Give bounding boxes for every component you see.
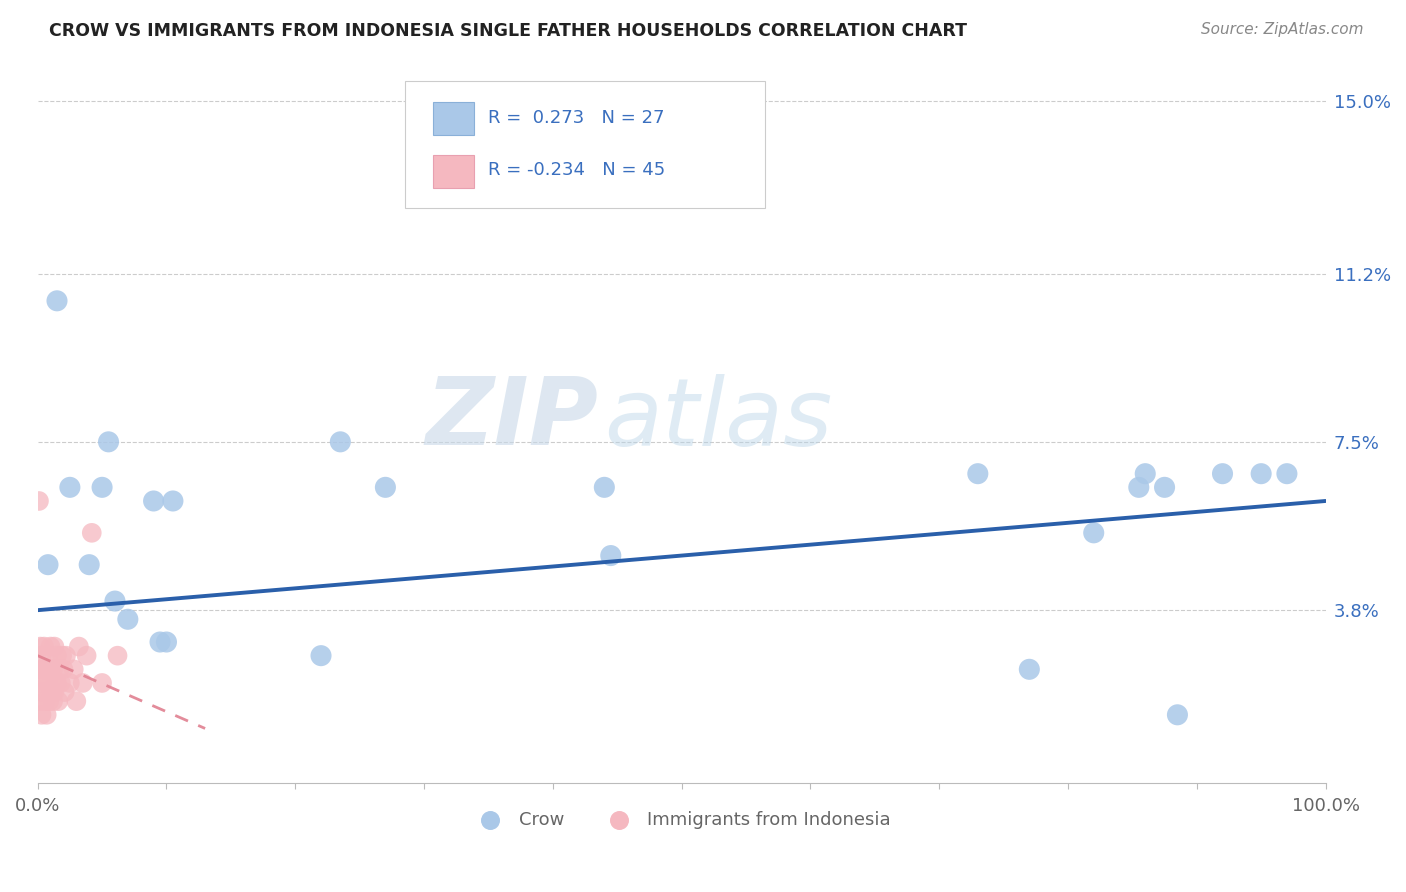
Point: [329, 434, 352, 449]
Point: [42, 694, 65, 708]
Point: [59, 480, 82, 494]
Point: [91, 676, 114, 690]
Point: [149, 635, 172, 649]
Point: [1083, 525, 1105, 540]
FancyBboxPatch shape: [405, 80, 765, 208]
Point: [966, 467, 988, 481]
Point: [30, 640, 52, 654]
Point: [46, 293, 69, 308]
Point: [38, 662, 60, 676]
Point: [41, 685, 63, 699]
Point: [599, 549, 621, 563]
Point: [32, 640, 55, 654]
Point: [1128, 480, 1150, 494]
Point: [59, 676, 82, 690]
Point: [44, 640, 66, 654]
Point: [42, 662, 65, 676]
Legend: Crow, Immigrants from Indonesia: Crow, Immigrants from Indonesia: [465, 804, 898, 836]
Point: [1275, 467, 1298, 481]
Point: [1018, 662, 1040, 676]
Point: [76, 648, 98, 663]
Point: [31, 707, 53, 722]
Point: [374, 480, 396, 494]
Point: [31, 685, 53, 699]
Point: [49, 676, 72, 690]
Point: [28, 494, 51, 508]
Point: [77, 558, 100, 572]
Point: [28, 662, 51, 676]
Point: [593, 480, 616, 494]
Point: [91, 480, 114, 494]
Point: [31, 648, 53, 663]
Point: [34, 694, 56, 708]
Point: [51, 648, 73, 663]
Point: [117, 612, 139, 626]
Point: [155, 635, 177, 649]
Point: [37, 648, 59, 663]
Point: [39, 640, 62, 654]
Point: [55, 648, 77, 663]
Point: [80, 525, 103, 540]
Point: [38, 694, 60, 708]
Point: [107, 648, 129, 663]
Point: [309, 648, 332, 663]
Point: [37, 558, 59, 572]
Point: [44, 685, 66, 699]
Point: [104, 594, 127, 608]
Point: [142, 494, 165, 508]
Point: [46, 648, 69, 663]
Text: CROW VS IMMIGRANTS FROM INDONESIA SINGLE FATHER HOUSEHOLDS CORRELATION CHART: CROW VS IMMIGRANTS FROM INDONESIA SINGLE…: [49, 22, 967, 40]
Point: [1135, 467, 1157, 481]
FancyBboxPatch shape: [433, 103, 474, 136]
Text: ZIP: ZIP: [425, 373, 598, 465]
Text: R =  0.273   N = 27: R = 0.273 N = 27: [488, 110, 665, 128]
Point: [1153, 480, 1175, 494]
Point: [1250, 467, 1272, 481]
Point: [97, 434, 120, 449]
Point: [45, 676, 67, 690]
FancyBboxPatch shape: [433, 155, 474, 187]
Point: [53, 685, 76, 699]
Point: [46, 694, 69, 708]
Point: [31, 662, 53, 676]
Point: [37, 676, 59, 690]
Point: [67, 640, 90, 654]
Text: atlas: atlas: [605, 374, 832, 465]
Point: [35, 707, 58, 722]
Point: [39, 662, 62, 676]
Point: [162, 494, 184, 508]
Point: [48, 662, 70, 676]
Point: [52, 662, 75, 676]
Point: [72, 676, 94, 690]
Point: [35, 662, 58, 676]
Point: [46, 676, 69, 690]
Point: [34, 676, 56, 690]
Point: [1166, 707, 1188, 722]
Point: [32, 662, 55, 676]
Point: [30, 676, 52, 690]
Text: R = -0.234   N = 45: R = -0.234 N = 45: [488, 161, 665, 179]
Point: [65, 694, 87, 708]
Text: Source: ZipAtlas.com: Source: ZipAtlas.com: [1201, 22, 1364, 37]
Point: [30, 694, 52, 708]
Point: [1211, 467, 1233, 481]
Point: [62, 662, 84, 676]
